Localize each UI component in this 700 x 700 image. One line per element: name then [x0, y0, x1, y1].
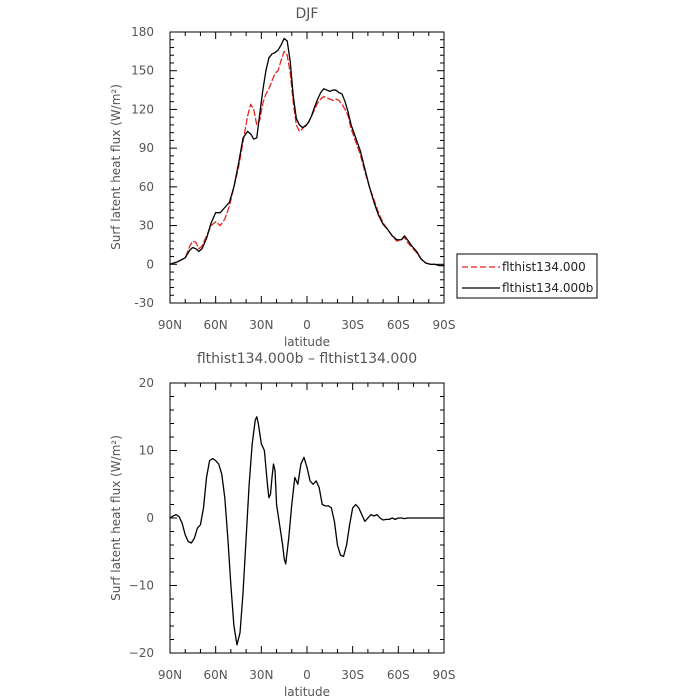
panel-title: DJF — [296, 6, 319, 22]
series-line-difference — [169, 416, 445, 646]
x-tick-label: 60N — [204, 668, 228, 682]
series-lines — [169, 416, 445, 646]
x-tick-label: 0 — [303, 318, 311, 332]
x-tick-label: 60S — [387, 318, 410, 332]
x-tick-label: 90N — [158, 318, 182, 332]
latent-heat-flux-panel: DJF 90N 60N 30N 0 30S 60S 90S -30 0 30 60 90 120 150 1… — [109, 6, 455, 349]
y-tick-label: −20 — [129, 646, 154, 660]
y-tick-label: 0 — [146, 511, 154, 525]
y-tick-label: 30 — [139, 219, 154, 233]
y-tick-label: 20 — [139, 376, 154, 390]
plot-frame — [169, 31, 445, 304]
y-tick-label: 120 — [131, 102, 154, 116]
y-tick-label: 60 — [139, 180, 154, 194]
series-line-flthist134-000b — [169, 37, 445, 267]
y-axis-label: Surf latent heat flux (W/m²) — [109, 84, 123, 250]
y-tick-label: 10 — [139, 444, 154, 458]
x-tick-label: 30S — [341, 668, 364, 682]
axis-ticks: 90N 60N 30N 0 30S 60S 90S -30 0 30 60 90 120 150 180 — [131, 25, 455, 332]
axis-ticks: 90N 60N 30N 0 30S 60S 90S −20 −10 0 10 20 — [129, 376, 456, 682]
y-tick-label: 90 — [139, 141, 154, 155]
x-tick-label: 30N — [249, 668, 273, 682]
x-tick-label: 60N — [204, 318, 228, 332]
x-axis-label: latitude — [284, 685, 330, 699]
y-tick-label: 180 — [131, 25, 154, 39]
x-tick-label: 30N — [249, 318, 273, 332]
series-line-flthist134-000 — [169, 50, 445, 267]
x-tick-label: 90S — [433, 318, 456, 332]
y-axis-label: Surf latent heat flux (W/m²) — [109, 435, 123, 601]
legend: flthist134.000 flthist134.000b — [456, 253, 598, 299]
x-tick-label: 90S — [433, 668, 456, 682]
y-tick-label: −10 — [129, 579, 154, 593]
x-tick-label: 60S — [387, 668, 410, 682]
y-tick-label: 150 — [131, 64, 154, 78]
x-tick-label: 0 — [303, 668, 311, 682]
y-tick-label: -30 — [134, 296, 154, 310]
x-tick-label: 30S — [341, 318, 364, 332]
difference-panel: flthist134.000b – flthist134.000 90N 60N 3… — [109, 351, 455, 699]
legend-entry-flthist134-000: flthist134.000 — [502, 260, 586, 274]
x-tick-label: 90N — [158, 668, 182, 682]
legend-box — [456, 253, 598, 299]
y-tick-label: 0 — [146, 257, 154, 271]
series-lines — [169, 37, 445, 267]
x-axis-label: latitude — [284, 335, 330, 349]
plot-frame — [169, 382, 445, 654]
panel-title: flthist134.000b – flthist134.000 — [197, 351, 417, 367]
legend-entry-flthist134-000b: flthist134.000b — [502, 281, 593, 295]
